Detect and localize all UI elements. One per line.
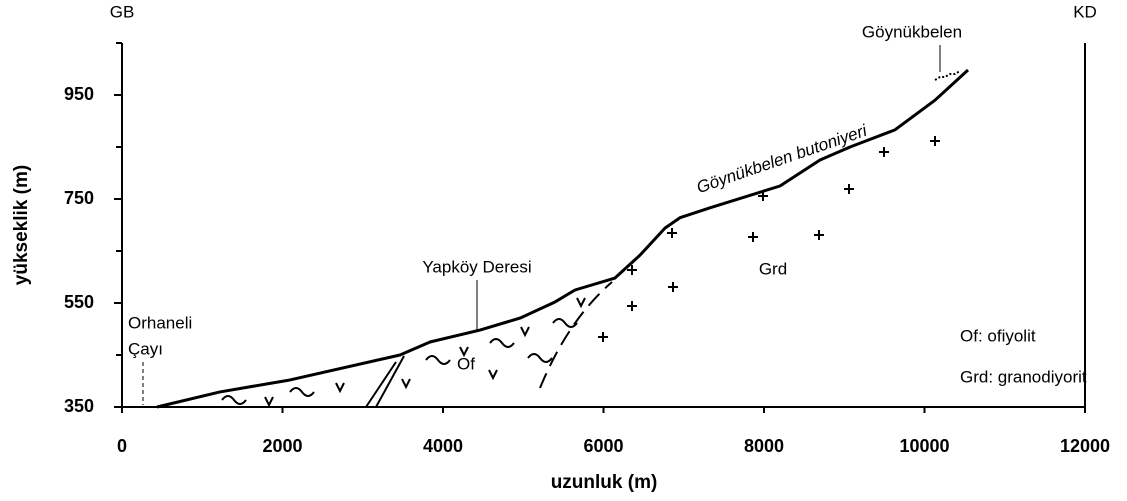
x-tick-label: 8000 [744,436,784,456]
x-axis-title: uzunluk (m) [551,472,658,493]
legend-text: Grd: granodiyorit [960,367,1087,386]
fault [539,281,613,389]
legend-text: Of: ofiyolit [960,326,1036,345]
y-tick-label: 550 [64,292,94,312]
y-tick-label: 950 [64,84,94,104]
x-tick-label: 12000 [1060,436,1110,456]
y-axis-title: yükseklik (m) [11,165,32,285]
y-tick-label: 750 [64,188,94,208]
unit-label: Grd [759,259,787,278]
x-tick-label: 4000 [423,436,463,456]
x-tick-label: 6000 [583,436,623,456]
river-label: Çayı [128,339,163,358]
unit-label: Of [457,354,475,373]
y-tick-label: 350 [64,396,94,416]
x-tick-label: 2000 [262,436,302,456]
fault [375,355,405,408]
right-end-label: KD [1073,2,1097,21]
ophiolite-symbols [221,297,586,408]
x-tick-label: 10000 [899,436,949,456]
river-label: Orhaneli [128,313,192,332]
left-end-label: GB [110,2,135,21]
fault [365,361,397,408]
stream-label: Yapköy Deresi [422,257,531,276]
granodiorite-symbols [598,70,961,342]
peak-label: Göynükbelen [862,22,962,41]
profile-line [156,68,970,409]
x-tick-label: 0 [117,436,127,456]
